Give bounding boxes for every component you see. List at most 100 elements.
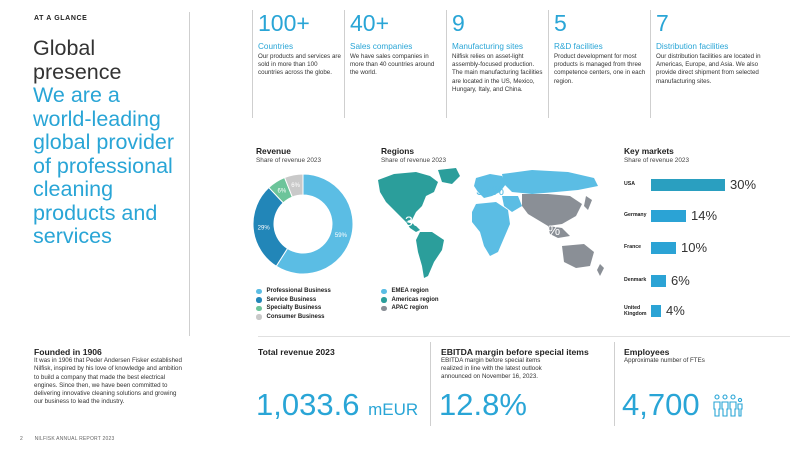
legend-label: APAC region [391, 305, 429, 312]
map-central-america [406, 222, 420, 232]
stat-label: Distribution facilities [656, 42, 729, 51]
employees-title: Employees [624, 347, 670, 357]
stat-divider [344, 10, 345, 118]
legend-item: Consumer Business [256, 313, 331, 322]
headline-line1: Global [33, 36, 96, 60]
map-middle-east [502, 196, 522, 212]
map-south-america [416, 232, 444, 278]
stat-text: We have sales companies in more than 40 … [350, 53, 435, 77]
revenue-legend: Professional Business Service Business S… [256, 287, 331, 321]
ebitda-text: EBITDA margin before special items reali… [441, 357, 542, 381]
legend-label: Professional Business [266, 288, 331, 295]
stat-text: Our distribution facilities are located … [656, 53, 761, 85]
headline-tagline: We are a world-leading global provider o… [33, 83, 175, 248]
revenue-subtitle: Share of revenue 2023 [256, 157, 322, 164]
people-icon [713, 394, 743, 417]
headline: Global presence We are a world-leading g… [33, 36, 183, 249]
stat-value: 5 [554, 10, 567, 36]
stat-value: 100+ [258, 10, 310, 36]
map-label-emea: 57% [476, 182, 505, 198]
key-market-value: 10% [681, 240, 708, 255]
ebitda-value: 12.8% [439, 387, 527, 422]
founded-text: It was in 1906 that Peder Andersen Fiske… [34, 357, 182, 406]
stat-value: 9 [452, 10, 465, 36]
legend-item: Americas region [381, 296, 439, 305]
key-market-bar [651, 305, 661, 317]
key-market-country: Germany [624, 212, 647, 218]
key-market-row: Germany 14% [624, 208, 794, 224]
key-markets-title: Key markets [624, 146, 674, 156]
employees-text: Approximate number of FTEs [624, 357, 705, 364]
stat-label: R&D facilities [554, 42, 603, 51]
legend-swatch [381, 297, 387, 303]
total-revenue-unit: mEUR [368, 400, 419, 419]
key-market-bar [651, 242, 676, 254]
key-market-bar [651, 210, 686, 222]
map-southeast-asia [548, 226, 570, 238]
stat-divider [548, 10, 549, 118]
stat-divider [446, 10, 447, 118]
map-africa [472, 202, 510, 256]
legend-label: Service Business [266, 296, 317, 303]
legend-swatch [381, 288, 387, 294]
map-label-apac: 8% [540, 222, 561, 238]
regions-title: Regions [381, 146, 415, 156]
stat-label: Sales companies [350, 42, 413, 51]
total-revenue-title: Total revenue 2023 [258, 347, 335, 357]
legend-item: APAC region [381, 304, 439, 313]
revenue-title: Revenue [256, 146, 291, 156]
regions-legend: EMEA region Americas region APAC region [381, 287, 439, 313]
section-kicker: AT A GLANCE [34, 15, 88, 22]
key-markets-subtitle: Share of revenue 2023 [624, 157, 690, 164]
donut-data-label: 29% [258, 226, 271, 232]
key-market-value: 6% [671, 273, 690, 288]
stat-label: Manufacturing sites [452, 42, 523, 51]
column-divider [189, 12, 190, 336]
report-name: NILFISK ANNUAL REPORT 2023 [34, 436, 115, 442]
key-market-row: United Kingdom 4% [624, 303, 794, 319]
slice-service [252, 186, 289, 267]
kpi-vertical-divider [614, 342, 615, 426]
legend-swatch [256, 288, 262, 294]
map-australia [562, 244, 594, 268]
slice-professional [275, 173, 354, 275]
key-market-row: Denmark 6% [624, 273, 794, 289]
key-market-row: USA 30% [624, 177, 794, 193]
kpi-vertical-divider [430, 342, 431, 426]
legend-item: Specialty Business [256, 304, 331, 313]
key-market-country: Denmark [624, 277, 647, 283]
stat-sales-companies: 40+ Sales companies We have sales compan… [344, 10, 446, 120]
key-market-bar [651, 275, 666, 287]
map-europe [474, 174, 506, 198]
stat-value: 7 [656, 10, 669, 36]
stat-rnd: 5 R&D facilities Product development for… [548, 10, 650, 120]
map-japan [584, 196, 592, 210]
regions-subtitle: Share of revenue 2023 [381, 157, 447, 164]
donut-data-label: 6% [291, 183, 300, 189]
key-market-country: USA [624, 181, 635, 187]
stat-countries: 100+ Countries Our products and services… [252, 10, 344, 120]
key-market-bar [651, 179, 725, 191]
key-market-row: France 10% [624, 240, 794, 256]
employees-value: 4,700 [622, 387, 700, 422]
donut-data-label: 6% [277, 189, 286, 195]
founded-title: Founded in 1906 [34, 347, 102, 357]
legend-swatch [256, 314, 262, 320]
ebitda-title: EBITDA margin before special items [441, 347, 589, 357]
world-map [378, 168, 604, 278]
donut-data-label: 59% [335, 233, 348, 239]
legend-label: Consumer Business [266, 313, 325, 320]
total-revenue-value: 1,033.6 mEUR [256, 388, 418, 427]
map-greenland [438, 168, 460, 184]
stat-text: Nilfisk relies on asset-light assembly-f… [452, 53, 543, 93]
key-market-country: France [624, 244, 642, 250]
kpi-divider [258, 336, 790, 337]
legend-item: Service Business [256, 296, 331, 305]
total-revenue-number: 1,033.6 [256, 387, 360, 422]
legend-item: EMEA region [381, 287, 439, 296]
legend-swatch [256, 297, 262, 303]
key-market-value: 30% [730, 177, 757, 192]
key-market-value: 14% [691, 208, 718, 223]
map-russia [502, 170, 598, 194]
stat-manufacturing: 9 Manufacturing sites Nilfisk relies on … [446, 10, 548, 120]
